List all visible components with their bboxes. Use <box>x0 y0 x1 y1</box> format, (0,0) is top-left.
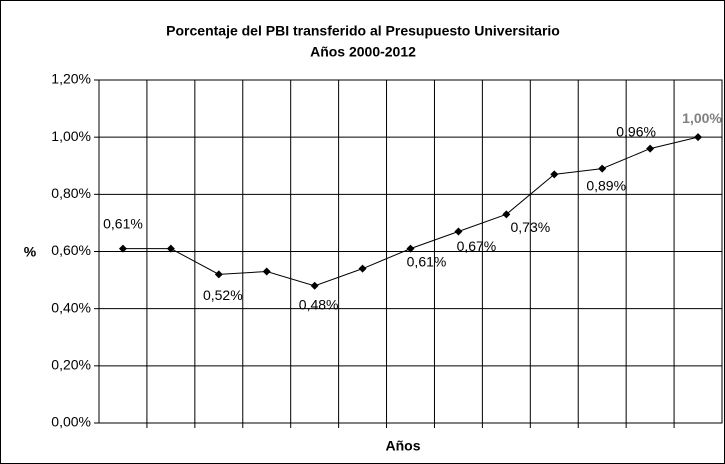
data-point <box>118 244 127 253</box>
y-tick-label: 0,60% <box>51 242 91 258</box>
chart-subtitle: Años 2000-2012 <box>310 44 416 60</box>
data-label: 0,61% <box>407 253 447 269</box>
x-axis-label: Años <box>386 438 421 454</box>
data-point <box>310 281 319 290</box>
y-tick-label: 1,00% <box>51 128 91 144</box>
chart-title: Porcentaje del PBI transferido al Presup… <box>166 23 560 39</box>
y-tick-label: 0,00% <box>51 414 91 430</box>
data-point <box>502 210 511 219</box>
data-point <box>598 164 607 173</box>
data-label: 0,96% <box>616 123 656 139</box>
data-label: 1,00% <box>682 110 722 126</box>
data-point <box>358 264 367 273</box>
data-label: 0,48% <box>299 297 339 313</box>
y-tick-label: 0,20% <box>51 357 91 373</box>
data-point <box>262 267 271 276</box>
data-label: 0,89% <box>586 177 626 193</box>
data-point <box>646 144 655 153</box>
y-tick-label: 1,20% <box>51 71 91 87</box>
data-point <box>406 244 415 253</box>
data-label: 0,61% <box>103 215 143 231</box>
data-point <box>166 244 175 253</box>
data-label: 0,73% <box>510 219 550 235</box>
y-axis-label: % <box>24 244 37 260</box>
data-label: 0,67% <box>457 238 497 254</box>
y-tick-label: 0,80% <box>51 185 91 201</box>
data-point <box>550 170 559 179</box>
data-point <box>454 227 463 236</box>
y-tick-label: 0,40% <box>51 299 91 315</box>
data-point <box>214 270 223 279</box>
data-point <box>694 133 703 142</box>
data-label: 0,52% <box>203 287 243 303</box>
